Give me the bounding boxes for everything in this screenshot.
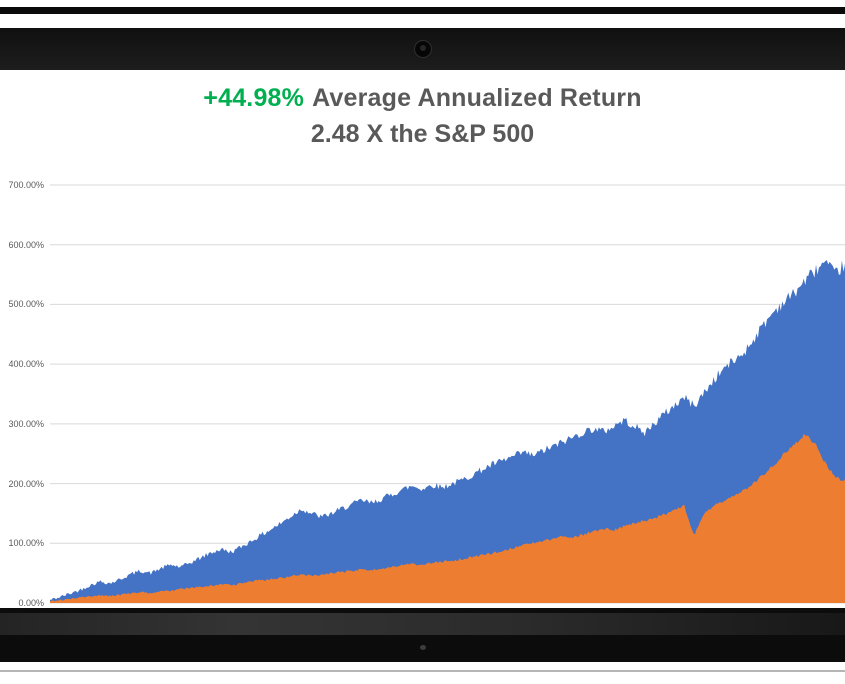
chart-title-return-value: +44.98% [203, 84, 305, 112]
chart-svg [50, 184, 845, 604]
y-axis-tick-label: 100.00% [8, 538, 44, 549]
chart-area: 700.00% 600.00% 500.00% 400.00% 300.00% 200.0… [0, 178, 845, 608]
webcam-icon [413, 40, 432, 58]
device-shadow [0, 670, 845, 672]
device-top-bezel [0, 28, 845, 70]
device-top-edge [0, 7, 845, 14]
chart-title: +44.98% Average Annualized Return [0, 84, 845, 113]
strategy-area-series [50, 260, 845, 603]
y-axis-tick-label: 200.00% [8, 478, 44, 489]
device-bottom-bezel [0, 608, 845, 662]
device-button-icon [419, 645, 426, 650]
y-axis-tick-label: 600.00% [8, 239, 44, 250]
sp500-area-series [50, 433, 845, 603]
y-axis-tick-label: 700.00% [8, 180, 44, 190]
y-axis-tick-label: 400.00% [8, 359, 44, 370]
y-axis-tick-label: 300.00% [8, 418, 44, 429]
webcam-lens-icon [419, 45, 426, 51]
device-screen: +44.98% Average Annualized Return 2.48 X … [0, 70, 845, 608]
device-hinge [0, 613, 845, 635]
y-axis-tick-label: 0.00% [18, 598, 44, 608]
y-axis-tick-label: 500.00% [8, 299, 44, 310]
chart-subtitle: 2.48 X the S&P 500 [310, 120, 535, 148]
y-axis-labels: 700.00% 600.00% 500.00% 400.00% 300.00% 200.0… [0, 178, 46, 608]
area-series-group [50, 260, 845, 603]
chart-title-text: Average Annualized Return [312, 84, 642, 112]
